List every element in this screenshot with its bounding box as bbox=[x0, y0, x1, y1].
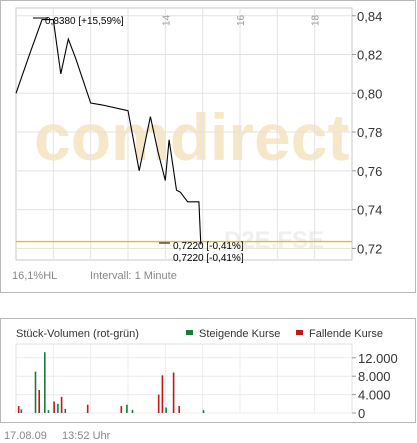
volume-bar bbox=[157, 394, 160, 413]
y-tick-label: 0,76 bbox=[357, 164, 382, 179]
footer-time: 13:52 Uhr bbox=[62, 430, 111, 442]
volume-bar bbox=[86, 404, 89, 413]
exchange-watermark: D2E.FSE bbox=[224, 227, 324, 254]
y-tick-label: 0,84 bbox=[357, 9, 382, 24]
volume-bars bbox=[17, 352, 205, 413]
volume-bar bbox=[44, 352, 46, 413]
volume-bar bbox=[57, 403, 59, 413]
volume-bar bbox=[178, 406, 180, 413]
volume-bar bbox=[161, 375, 164, 413]
volume-y-tick-label: 0 bbox=[358, 406, 365, 421]
y-tick-label: 0,82 bbox=[357, 48, 382, 63]
x-tick-label: 16 bbox=[236, 14, 247, 26]
high-annotation: 0,8380 [+15,59%] bbox=[45, 16, 124, 27]
volume-bar bbox=[38, 390, 40, 413]
volume-bar bbox=[126, 404, 128, 413]
volume-y-tick-label: 8.000 bbox=[358, 369, 391, 384]
volume-bar bbox=[47, 410, 50, 413]
legend-falling-swatch bbox=[296, 330, 303, 335]
volume-bar bbox=[60, 396, 63, 413]
legend-rising-swatch bbox=[186, 330, 193, 335]
last-annotation-1: 0,7220 [-0,41%] bbox=[173, 241, 244, 252]
price-panel-frame bbox=[0, 0, 416, 293]
volume-bar bbox=[53, 401, 55, 413]
legend-falling-label: Fallende Kurse bbox=[309, 328, 383, 340]
footer-date: 17.08.09 bbox=[4, 430, 47, 442]
volume-bar bbox=[20, 409, 23, 413]
volume-bar bbox=[172, 372, 175, 413]
volume-y-ticks: 12.000 8.000 4.000 0 bbox=[352, 351, 398, 421]
x-tick-label: 18 bbox=[311, 14, 322, 26]
price-x-ticks: 14 16 18 bbox=[161, 14, 321, 26]
volume-bar bbox=[64, 408, 67, 413]
y-tick-label: 0,78 bbox=[357, 125, 382, 140]
y-tick-label: 0,80 bbox=[357, 86, 382, 101]
x-tick-label: 14 bbox=[161, 14, 172, 26]
price-y-ticks: 0,84 0,82 0,80 0,78 0,76 0,74 0,72 bbox=[352, 9, 382, 256]
volume-y-tick-label: 12.000 bbox=[358, 351, 398, 366]
watermark: comdirect bbox=[34, 100, 349, 174]
volume-panel-frame bbox=[0, 318, 416, 423]
interval-label: Intervall: 1 Minute bbox=[90, 270, 177, 282]
volume-title: Stück-Volumen (rot-grün) bbox=[16, 328, 139, 340]
price-series-line bbox=[15, 19, 202, 245]
volume-grid bbox=[16, 344, 352, 414]
y-tick-label: 0,74 bbox=[357, 203, 382, 218]
volume-bar bbox=[131, 409, 134, 413]
price-plot-area bbox=[15, 7, 353, 261]
y-tick-label: 0,72 bbox=[357, 241, 382, 256]
volume-bar bbox=[34, 371, 37, 413]
volume-bar bbox=[120, 406, 123, 413]
price-grid bbox=[16, 8, 352, 260]
high-low-label: 16,1%HL bbox=[12, 270, 57, 282]
legend-rising-label: Steigende Kurse bbox=[199, 328, 280, 340]
last-annotation-2: 0,7220 [-0,41%] bbox=[173, 253, 244, 264]
volume-y-tick-label: 4.000 bbox=[358, 388, 391, 403]
volume-bar bbox=[165, 407, 167, 413]
volume-bar bbox=[17, 406, 20, 413]
volume-bar bbox=[202, 410, 205, 413]
